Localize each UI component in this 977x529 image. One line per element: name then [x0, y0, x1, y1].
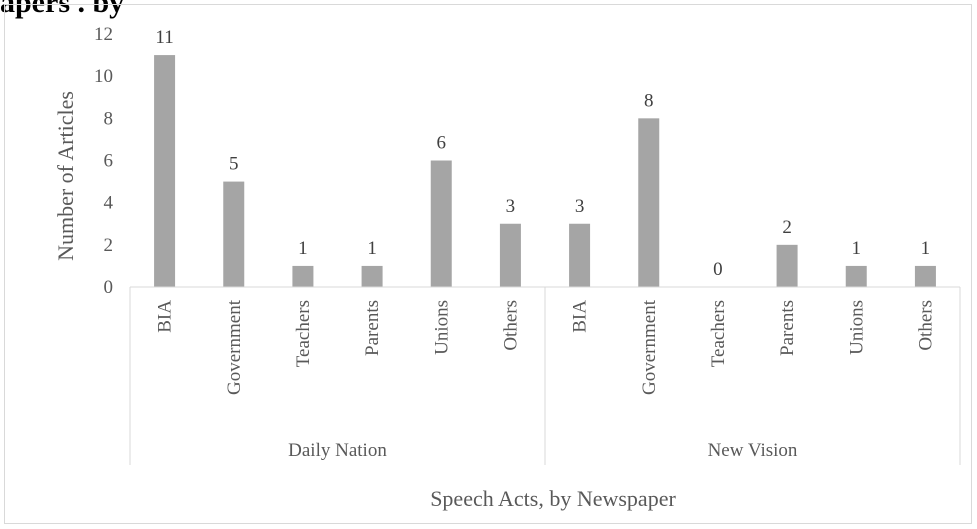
group-label: New Vision [708, 440, 798, 461]
data-label: 1 [298, 238, 308, 259]
axes [129, 286, 961, 465]
category-label: BIA [570, 300, 591, 333]
category-label: Teachers [708, 300, 729, 367]
data-label: 3 [575, 196, 585, 217]
y-tick-label: 10 [94, 66, 113, 87]
bar [292, 265, 314, 287]
category-label: Parents [777, 300, 798, 356]
category-label: Government [639, 299, 660, 395]
category-label: Government [224, 299, 245, 395]
bar [499, 223, 521, 287]
data-label: 8 [644, 90, 654, 111]
bar [223, 181, 245, 287]
bars [154, 55, 936, 288]
y-tick-label: 8 [104, 108, 114, 129]
bar [914, 265, 936, 287]
data-label: 2 [782, 217, 792, 238]
category-label: Unions [431, 300, 452, 355]
y-tick-label: 0 [104, 277, 114, 298]
y-axis-ticks: 0 2 4 6 8 10 12 [94, 24, 114, 298]
category-label: Unions [846, 300, 867, 355]
y-tick-label: 6 [104, 151, 114, 172]
data-label: 11 [155, 27, 173, 48]
data-label: 3 [506, 196, 516, 217]
bar [361, 265, 383, 287]
bar [154, 55, 176, 288]
y-axis-title: Number of Articles [53, 91, 78, 261]
data-label: 0 [713, 259, 723, 280]
category-labels: BIA Government Teachers Parents Unions Others… [155, 299, 937, 395]
x-axis-title: Speech Acts, by Newspaper [430, 486, 676, 511]
category-label: Others [500, 300, 521, 351]
data-label: 1 [367, 238, 377, 259]
y-tick-label: 12 [94, 24, 113, 45]
y-tick-label: 4 [104, 193, 114, 214]
data-label: 6 [437, 133, 447, 154]
bar [638, 118, 660, 287]
category-label: BIA [155, 300, 176, 333]
data-label: 1 [921, 238, 931, 259]
chart-frame [4, 4, 972, 524]
group-labels: Daily Nation New Vision [288, 440, 798, 461]
category-label: Teachers [293, 300, 314, 367]
data-label: 5 [229, 154, 239, 175]
bar [430, 160, 452, 287]
bar [845, 265, 867, 287]
bar [569, 223, 591, 287]
data-label: 1 [852, 238, 862, 259]
bar [776, 244, 798, 287]
category-label: Parents [362, 300, 383, 356]
group-label: Daily Nation [288, 440, 387, 461]
category-label: Others [915, 300, 936, 351]
y-tick-label: 2 [104, 235, 114, 256]
